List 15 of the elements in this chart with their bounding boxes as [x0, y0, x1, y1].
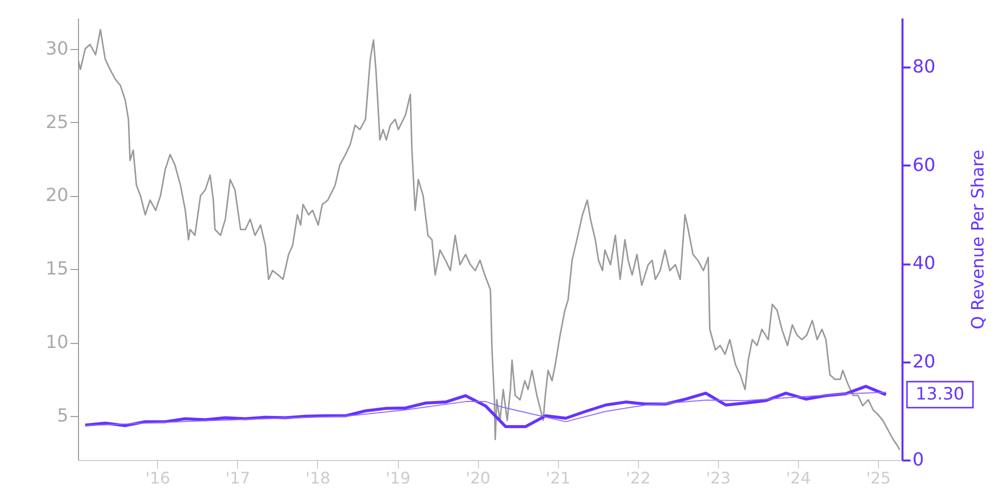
y2-tick-label: 60 [912, 154, 936, 176]
y-tick-label: 30 [46, 38, 68, 60]
line-series [84, 384, 888, 428]
y2-tick-label: 20 [912, 351, 936, 372]
y-tick-label: 20 [46, 185, 68, 206]
y-tick-label: 10 [46, 332, 68, 354]
y2-axis-title: Q Revenue Per Share [968, 150, 988, 330]
text: 13.30 [916, 384, 964, 405]
y2-tick-label: 40 [912, 253, 936, 274]
y-tick-label: 25 [46, 112, 68, 133]
y-tick-label: 15 [46, 258, 68, 280]
y2-tick-label: 80 [912, 56, 936, 78]
y2-tick-label: 0 [912, 450, 924, 470]
y-tick-label: 5 [57, 405, 68, 426]
line-series [84, 392, 886, 426]
